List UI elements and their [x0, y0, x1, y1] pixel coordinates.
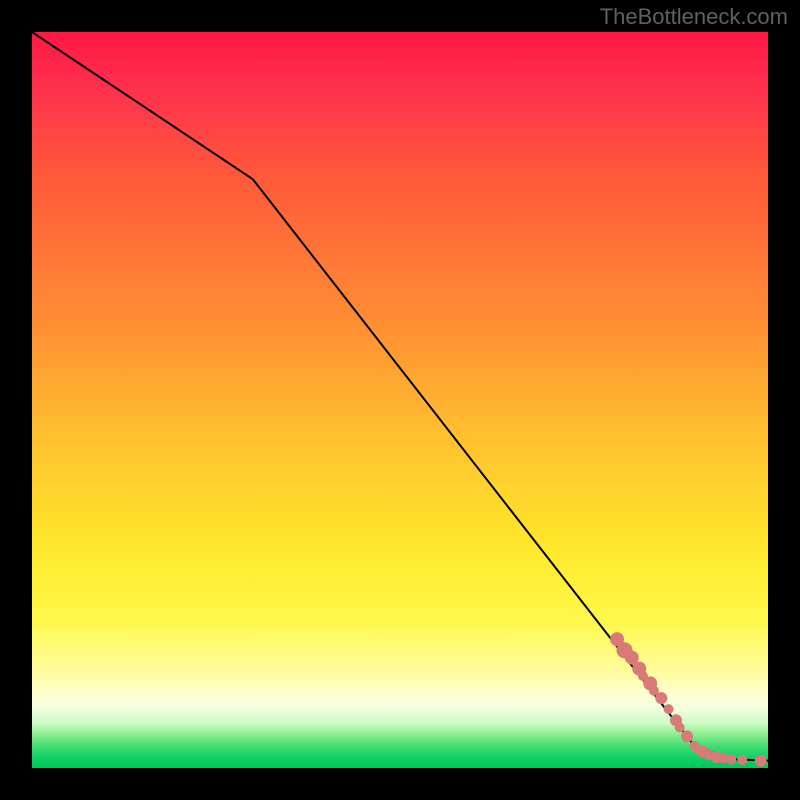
plot-area	[32, 32, 768, 768]
data-point	[655, 692, 667, 704]
data-point	[737, 755, 747, 765]
data-point	[726, 754, 736, 764]
markers-group	[610, 632, 768, 766]
watermark: TheBottleneck.com	[600, 4, 788, 30]
data-point	[675, 723, 685, 733]
chart-overlay	[32, 32, 768, 768]
curve-line	[32, 32, 768, 761]
data-point	[755, 755, 767, 767]
data-point	[681, 730, 693, 742]
data-point	[664, 704, 674, 714]
